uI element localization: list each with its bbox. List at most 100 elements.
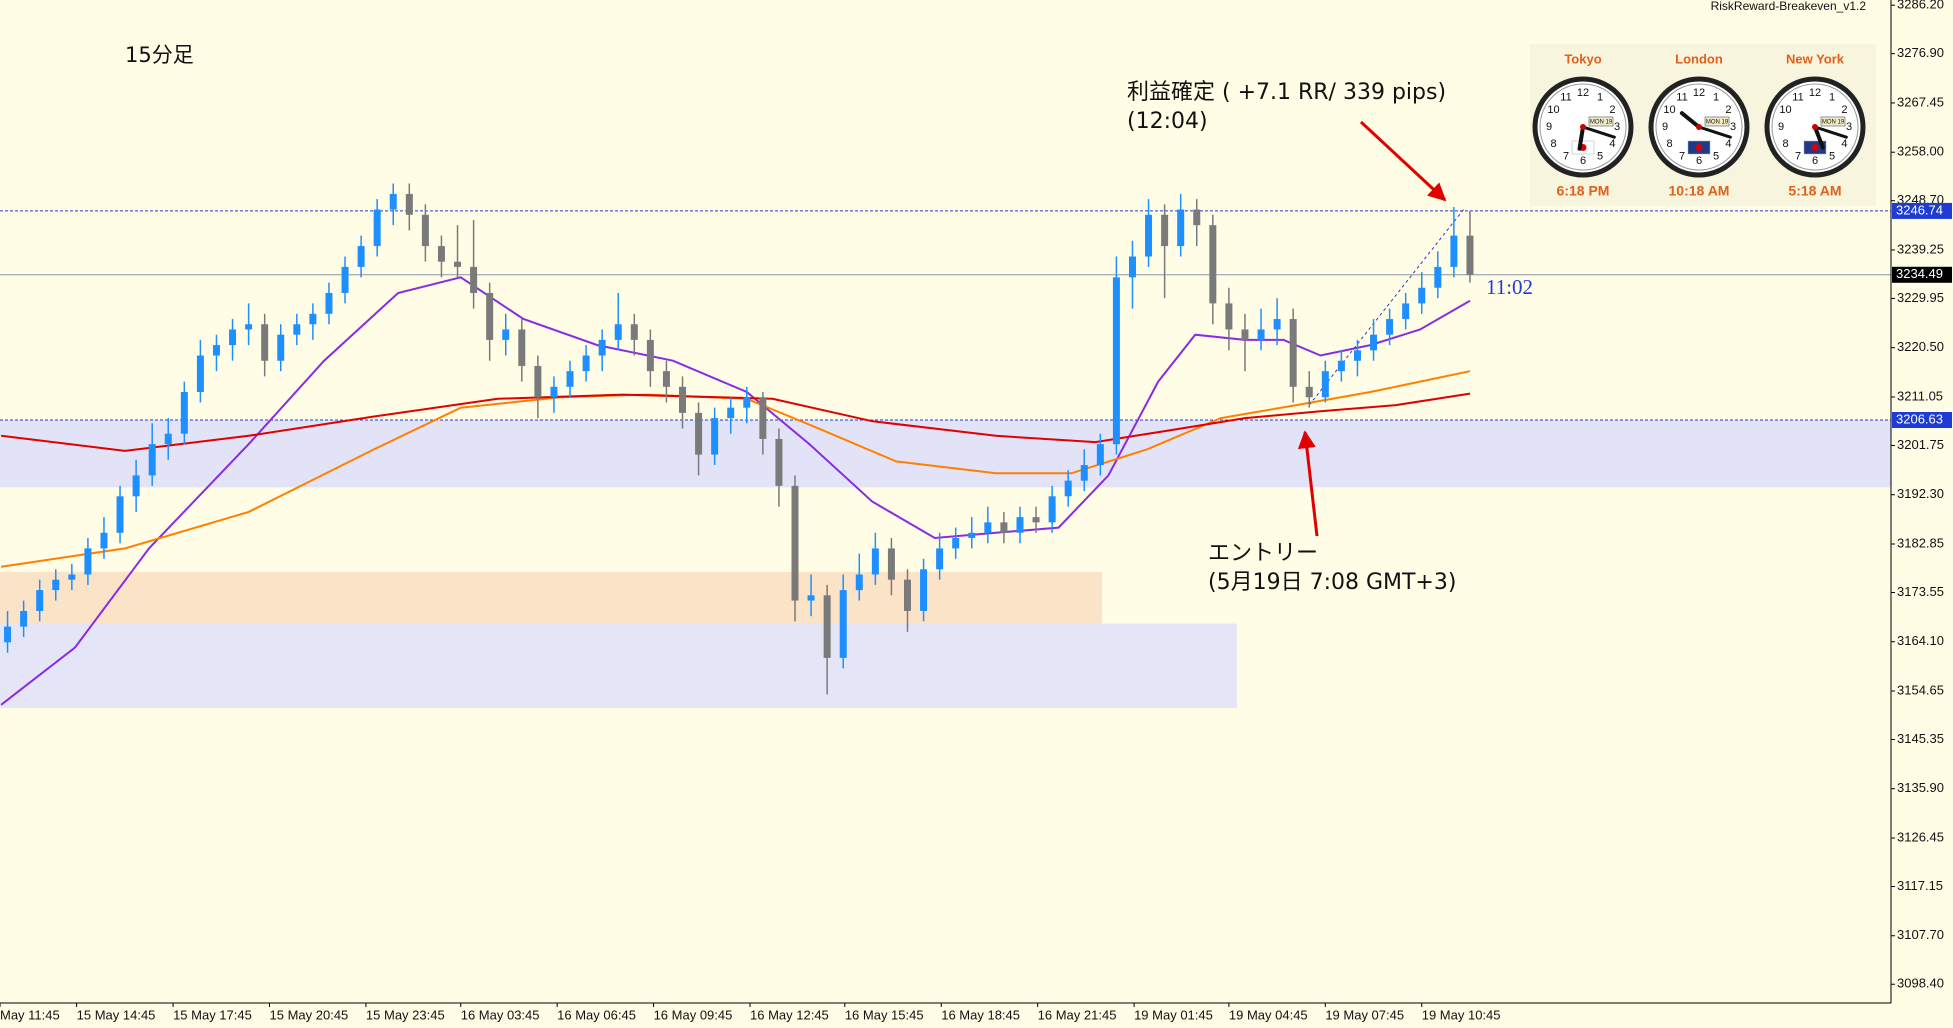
y-tick-label: 3276.90 <box>1897 45 1944 60</box>
x-tick-label: 15 May 17:45 <box>173 1007 252 1022</box>
candle-body <box>936 548 944 570</box>
take-profit-arrow <box>1359 120 1447 202</box>
candle-body <box>180 392 188 434</box>
y-tick-label: 3201.75 <box>1897 437 1944 452</box>
y-tick-label: 3229.95 <box>1897 290 1944 305</box>
candle-body <box>791 485 799 601</box>
candle-body <box>727 407 735 419</box>
x-tick-label: 16 May 03:45 <box>461 1007 540 1022</box>
candle-body <box>4 626 12 643</box>
candle-body <box>630 324 638 340</box>
clock-flag-mark <box>1811 144 1819 151</box>
candle-body <box>534 365 542 398</box>
candle-body <box>20 610 28 627</box>
y-tick-label: 3182.85 <box>1897 535 1944 550</box>
candle-body <box>1353 350 1361 361</box>
x-tick-label: 16 May 18:45 <box>941 1007 1020 1022</box>
candle-body <box>984 522 992 533</box>
y-tick-label: 3107.70 <box>1897 927 1944 942</box>
clock-numeral: 4 <box>1609 138 1615 150</box>
indicator-label: RiskReward-Breakeven_v1.2 <box>1711 0 1867 13</box>
candle-body <box>1337 360 1345 372</box>
candle-body <box>437 246 445 262</box>
clock-rim <box>1655 83 1743 171</box>
candle-body <box>952 537 960 549</box>
clock-numeral: 3 <box>1614 121 1620 133</box>
candle-body <box>1048 496 1056 523</box>
clock-city: Tokyo <box>1564 51 1601 66</box>
y-tick-label: 3192.30 <box>1897 486 1944 501</box>
candle-body <box>1080 465 1088 481</box>
clock-numeral: 12 <box>1809 87 1821 99</box>
clock-numeral: 2 <box>1725 104 1731 116</box>
clock-date-box <box>1588 116 1614 127</box>
price-tag-label: 3246.74 <box>1896 202 1943 217</box>
moving-average <box>0 392 1471 452</box>
candle-body <box>1466 235 1474 275</box>
clock-numeral: 7 <box>1679 150 1685 162</box>
clock-minute-hand <box>1581 125 1616 139</box>
candle-body <box>550 386 558 398</box>
y-tick-label: 3239.25 <box>1897 241 1944 256</box>
candle-body <box>389 193 397 210</box>
clock-numeral: 2 <box>1841 104 1847 116</box>
x-tick-label: 16 May 12:45 <box>750 1007 829 1022</box>
candle-body <box>775 438 783 486</box>
entry-time: (5月19日 7:08 GMT+3) <box>1208 570 1456 595</box>
clock-numeral: 4 <box>1725 138 1731 150</box>
clock-pin <box>1580 124 1586 130</box>
clock-numeral: 11 <box>1676 91 1687 103</box>
plot-area <box>0 183 1891 708</box>
clock-numeral: 7 <box>1563 150 1569 162</box>
clock-numeral: 3 <box>1730 121 1736 133</box>
clock-numeral: 9 <box>1778 121 1784 133</box>
clock-time: 6:18 PM <box>1557 183 1610 199</box>
candle-body <box>1064 480 1072 497</box>
candle-body <box>1289 319 1297 387</box>
candle-body <box>1418 287 1426 304</box>
clock-numeral: 7 <box>1795 150 1801 162</box>
zone <box>0 571 1102 624</box>
clock-numeral: 11 <box>1560 91 1571 103</box>
candle-body <box>1145 214 1153 257</box>
clock-minute-hand <box>1697 125 1732 139</box>
x-tick-label: 16 May 09:45 <box>654 1007 733 1022</box>
candle-body <box>614 324 622 340</box>
clock-numeral: 1 <box>1829 91 1835 103</box>
candle-body <box>293 324 301 335</box>
candle-body <box>1177 209 1185 247</box>
x-tick-label: May 11:45 <box>0 1007 60 1022</box>
x-tick-label: 19 May 01:45 <box>1134 1007 1213 1022</box>
y-tick-label: 3098.40 <box>1897 976 1944 991</box>
clock-numeral: 8 <box>1666 138 1672 150</box>
candle-body <box>421 214 429 247</box>
clock-date-box <box>1820 116 1846 127</box>
candle-body <box>470 266 478 293</box>
candle-body <box>132 475 140 497</box>
clock-numeral: 6 <box>1580 155 1586 167</box>
candle-body <box>84 548 92 575</box>
candle-body <box>823 595 831 658</box>
candle-body <box>1032 517 1040 523</box>
clock-numeral: 8 <box>1782 138 1788 150</box>
y-tick-label: 3211.05 <box>1897 388 1943 403</box>
candle-body <box>695 412 703 455</box>
y-tick-label: 3126.45 <box>1897 829 1944 844</box>
candle-body <box>502 329 510 340</box>
moving-average <box>0 370 1471 568</box>
clock-rim <box>1539 83 1627 171</box>
clock-numeral: 10 <box>1663 104 1675 116</box>
candle-body <box>373 209 381 247</box>
clock-numeral: 9 <box>1546 121 1552 133</box>
moving-average <box>0 276 1471 706</box>
y-tick-label: 3267.45 <box>1897 94 1944 109</box>
x-tick-label: 15 May 14:45 <box>77 1007 156 1022</box>
clock-numeral: 2 <box>1609 104 1615 116</box>
candle-body <box>903 579 911 611</box>
x-tick-label: 19 May 07:45 <box>1325 1007 1404 1022</box>
candle-body <box>341 266 349 293</box>
candle-body <box>598 339 606 356</box>
clock-numeral: 6 <box>1696 155 1702 167</box>
candle-body <box>309 313 317 325</box>
